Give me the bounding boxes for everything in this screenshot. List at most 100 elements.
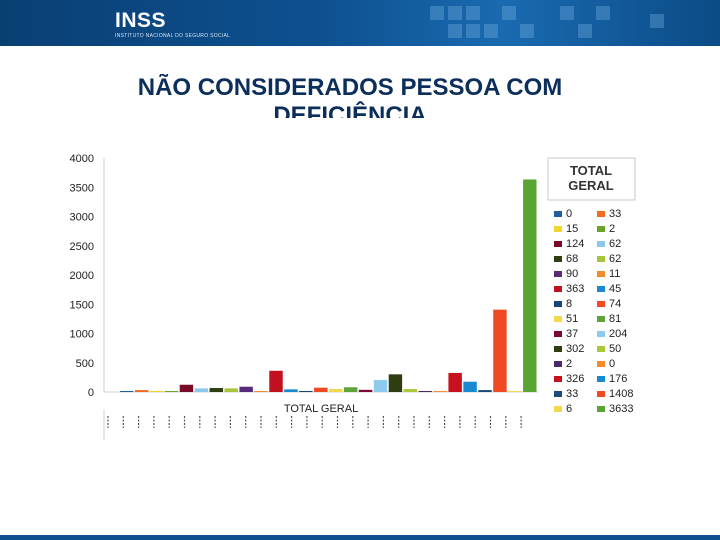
legend-swatch [597,256,605,262]
bar-12 [299,391,313,392]
legend-swatch [597,316,605,322]
legend-swatch [554,241,562,247]
legend-swatch [597,241,605,247]
x-ticks [103,410,522,440]
legend-label: 363 [566,283,584,295]
legend-label: 15 [566,223,578,235]
bar-0 [120,391,134,392]
slide-title: NÃO CONSIDERADOS PESSOA COM DEFICIÊNCIA [137,74,563,118]
legend-label: 33 [566,388,578,400]
legend-label: 0 [566,208,572,220]
legend-swatch [597,346,605,352]
legend-label: 0 [609,358,615,370]
header-banner: INSS INSTITUTO NACIONAL DO SEGURO SOCIAL [0,0,720,46]
legend-swatch [597,376,605,382]
bar-20 [418,391,433,392]
legend-label: 176 [609,373,627,385]
bar-21 [433,391,447,392]
bar-16 [358,389,373,392]
legend-swatch [554,406,562,412]
bar-15 [343,387,358,392]
legend-label: 204 [609,328,627,340]
bar-11 [284,389,298,392]
bar-24 [478,390,492,392]
y-tick-label: 2000 [70,270,94,282]
legend-swatch [554,271,562,277]
y-tick-label: 500 [76,358,94,370]
legend-label: 62 [609,238,621,250]
legend-label: 124 [566,238,584,250]
legend-title-line: GERAL [568,178,614,193]
legend-label: 90 [566,268,578,280]
y-tick-label: 3500 [70,182,94,194]
legend-label: 45 [609,283,621,295]
legend-label: 74 [609,298,621,310]
legend-swatch [554,301,562,307]
legend-swatch [554,226,562,232]
legend-label: 6 [566,403,572,415]
y-tick-label: 3000 [70,212,94,224]
x-axis-label: TOTAL GERAL [284,403,358,415]
y-tick-label: 2500 [70,241,94,253]
bar-18 [388,374,403,392]
bar-3 [164,391,179,392]
legend-swatch [597,331,605,337]
y-axis: 0 500 1000 1500 2000 2500 3000 3500 4000 [70,153,538,399]
bar-2 [149,391,164,392]
legend-label: 50 [609,343,621,355]
legend-swatch [554,316,562,322]
brand-logo-text: INSS [115,9,167,32]
legend-swatch [597,301,605,307]
y-tick-label: 1000 [70,329,94,341]
bar-14 [329,389,343,392]
legend-label: 81 [609,313,621,325]
bar-8 [239,386,253,392]
legend-label: 8 [566,298,572,310]
bar-1 [134,390,149,392]
legend-label: 37 [566,328,578,340]
bar-9 [254,391,268,392]
bar-4 [179,384,194,392]
legend-label: 326 [566,373,584,385]
legend-label: 2 [566,358,572,370]
legend-title-box [547,157,636,201]
bar-13 [314,387,328,392]
legend-swatch [554,286,562,292]
bar-19 [403,389,418,392]
footer-bar [0,535,720,540]
legend-swatch [554,346,562,352]
legend-label: 2 [609,223,615,235]
legend-swatch [597,271,605,277]
legend-label: 302 [566,343,584,355]
y-tick-label: 1500 [70,299,94,311]
bar-6 [209,388,224,392]
slide-title-container: NÃO CONSIDERADOS PESSOA COM DEFICIÊNCIA [60,74,640,118]
legend-swatch [597,391,605,397]
legend-label: 11 [609,268,620,280]
bar-5 [194,388,209,392]
brand-subtitle: INSTITUTO NACIONAL DO SEGURO SOCIAL [115,33,231,39]
legend-label: 33 [609,208,621,220]
legend-swatch [554,391,562,397]
legend-swatch [597,226,605,232]
legend-label: 3633 [609,403,633,415]
legend-swatch [554,361,562,367]
legend-title-line: TOTAL [570,163,612,178]
bar-10 [269,370,283,392]
bar-27 [523,179,537,392]
legend-label: 62 [609,253,621,265]
y-tick-label: 4000 [70,153,94,165]
bar-23 [463,381,477,392]
legend-label: 51 [566,313,578,325]
legend-swatch [554,376,562,382]
bar-7 [224,388,238,392]
legend-swatch [554,256,562,262]
bar-26 [508,391,522,392]
bar-25 [493,309,507,392]
legend-label: 68 [566,253,578,265]
bar-22 [448,372,462,392]
bar-17 [373,380,388,392]
